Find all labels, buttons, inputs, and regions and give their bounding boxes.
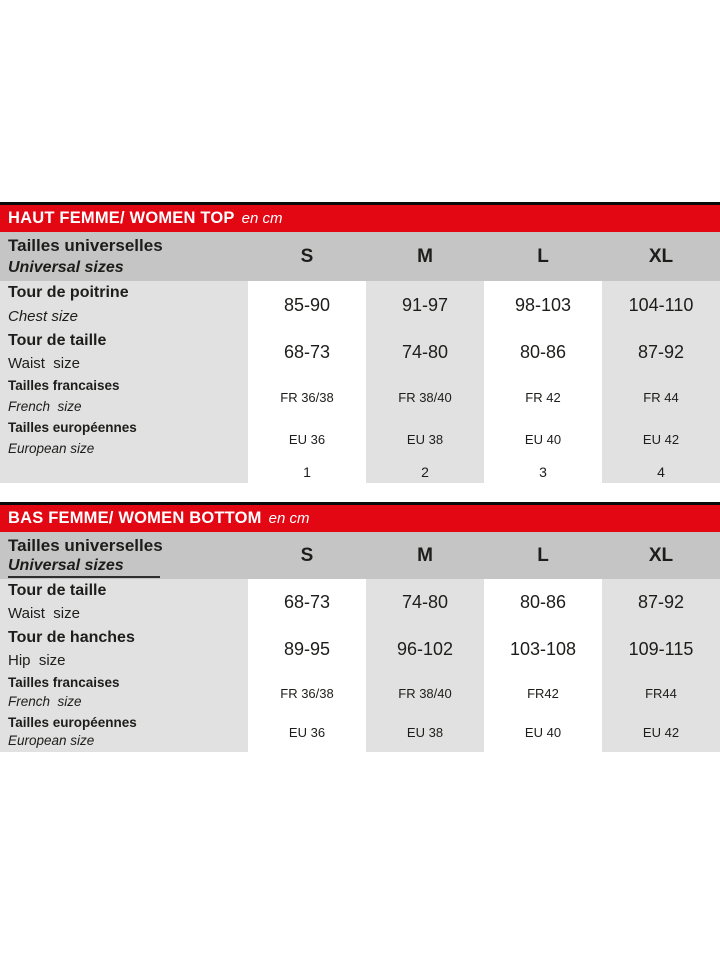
row-label-cell-empty <box>0 460 248 483</box>
size-value-cell: 74-80 <box>366 329 484 376</box>
column-header-s: S <box>300 245 314 267</box>
size-value-cell: 4 <box>602 460 720 483</box>
row-label-fr: Tailles francaises <box>8 378 120 393</box>
table-header-row: Tailles universelles Universal sizes S M… <box>0 232 720 281</box>
row-label-en: European size <box>8 441 95 457</box>
table-top-border <box>0 502 720 505</box>
size-value-cell: EU 38 <box>366 713 484 752</box>
column-header-s: S <box>300 544 314 566</box>
size-value-cell: FR 38/40 <box>366 376 484 418</box>
row-label-fr: Tour de taille <box>8 332 107 349</box>
table-body: Tour de poitrine Chest size 85-90 91-97 … <box>0 281 720 483</box>
table-row-french-size: Tailles francaises French size FR 36/38 … <box>0 673 720 713</box>
row-label-cell: Tailles européennes European size <box>0 713 248 752</box>
column-header-l: L <box>537 245 549 267</box>
column-header-xl: XL <box>648 245 674 267</box>
column-header-m: M <box>417 544 433 566</box>
row-label-cell: Tour de taille Waist size <box>0 579 248 626</box>
table-title-bar: HAUT FEMME/ WOMEN TOP en cm <box>0 205 720 232</box>
row-label-en: Hip size <box>8 652 66 670</box>
size-value-cell: 96-102 <box>366 626 484 673</box>
size-value-cell: FR 36/38 <box>248 673 366 713</box>
size-value-cell: 74-80 <box>366 579 484 626</box>
size-value-cell: FR 42 <box>484 376 602 418</box>
size-value-cell: 87-92 <box>602 579 720 626</box>
row-label-en: French size <box>8 399 82 415</box>
row-label-en: Waist size <box>8 605 80 623</box>
header-label-fr: Tailles universelles <box>8 236 163 255</box>
size-value-cell: 80-86 <box>484 579 602 626</box>
row-label-cell: Tour de poitrine Chest size <box>0 281 248 329</box>
size-value-cell: 68-73 <box>248 329 366 376</box>
size-value-cell: EU 40 <box>484 418 602 460</box>
table-row-european-size: Tailles européennes European size EU 36 … <box>0 418 720 460</box>
size-value-cell: EU 42 <box>602 713 720 752</box>
size-value-cell: FR42 <box>484 673 602 713</box>
header-label-cell: Tailles universelles Universal sizes <box>0 532 248 579</box>
size-value-cell: FR 36/38 <box>248 376 366 418</box>
size-value-cell: 3 <box>484 460 602 483</box>
header-label-fr: Tailles universelles <box>8 536 163 555</box>
table-row-chest: Tour de poitrine Chest size 85-90 91-97 … <box>0 281 720 329</box>
table-header-row: Tailles universelles Universal sizes S M… <box>0 532 720 579</box>
table-row-hip: Tour de hanches Hip size 89-95 96-102 10… <box>0 626 720 673</box>
row-label-fr: Tailles européennes <box>8 420 137 435</box>
row-label-fr: Tour de poitrine <box>8 284 129 301</box>
row-label-fr: Tailles européennes <box>8 715 137 730</box>
table-row-french-size: Tailles francaises French size FR 36/38 … <box>0 376 720 418</box>
size-value-cell: EU 40 <box>484 713 602 752</box>
size-value-cell: FR44 <box>602 673 720 713</box>
row-label-fr: Tour de taille <box>8 582 107 599</box>
size-value-cell: FR 38/40 <box>366 673 484 713</box>
column-header-m: M <box>417 245 433 267</box>
size-value-cell: 80-86 <box>484 329 602 376</box>
row-label-cell: Tailles francaises French size <box>0 376 248 418</box>
size-value-cell: FR 44 <box>602 376 720 418</box>
row-label-cell: Tailles européennes European size <box>0 418 248 460</box>
size-value-cell: EU 42 <box>602 418 720 460</box>
size-table-women-top: HAUT FEMME/ WOMEN TOP en cm Tailles univ… <box>0 202 720 483</box>
table-top-border <box>0 202 720 205</box>
column-header-l: L <box>537 544 549 566</box>
table-title: HAUT FEMME/ WOMEN TOP <box>8 209 235 227</box>
table-row-european-size: Tailles européennes European size EU 36 … <box>0 713 720 752</box>
table-title: BAS FEMME/ WOMEN BOTTOM <box>8 509 262 527</box>
row-label-en: Waist size <box>8 355 80 373</box>
size-value-cell: 1 <box>248 460 366 483</box>
header-label-en: Universal sizes <box>8 259 124 276</box>
row-label-cell: Tour de taille Waist size <box>0 329 248 376</box>
size-value-cell: 85-90 <box>248 281 366 329</box>
row-label-fr: Tailles francaises <box>8 675 120 690</box>
size-value-cell: 89-95 <box>248 626 366 673</box>
size-value-cell: 104-110 <box>602 281 720 329</box>
table-title-bar: BAS FEMME/ WOMEN BOTTOM en cm <box>0 505 720 532</box>
row-label-cell: Tour de hanches Hip size <box>0 626 248 673</box>
column-header-xl: XL <box>648 544 674 566</box>
table-row-waist: Tour de taille Waist size 68-73 74-80 80… <box>0 579 720 626</box>
size-value-cell: EU 38 <box>366 418 484 460</box>
size-value-cell: 98-103 <box>484 281 602 329</box>
row-label-en: French size <box>8 694 82 710</box>
row-label-fr: Tour de hanches <box>8 629 135 646</box>
row-label-en: European size <box>8 733 95 749</box>
unit-label: en cm <box>241 210 283 227</box>
row-label-en: Chest size <box>8 308 79 326</box>
size-value-cell: 87-92 <box>602 329 720 376</box>
size-value-cell: EU 36 <box>248 713 366 752</box>
table-row-waist: Tour de taille Waist size 68-73 74-80 80… <box>0 329 720 376</box>
table-row-size-index: 1 2 3 4 <box>0 460 720 483</box>
table-body: Tour de taille Waist size 68-73 74-80 80… <box>0 579 720 752</box>
size-value-cell: 2 <box>366 460 484 483</box>
size-value-cell: 103-108 <box>484 626 602 673</box>
size-value-cell: 109-115 <box>602 626 720 673</box>
unit-label: en cm <box>268 510 310 527</box>
size-value-cell: 68-73 <box>248 579 366 626</box>
header-label-cell: Tailles universelles Universal sizes <box>0 232 248 281</box>
size-value-cell: EU 36 <box>248 418 366 460</box>
header-label-en: Universal sizes <box>8 556 160 579</box>
row-label-cell: Tailles francaises French size <box>0 673 248 713</box>
size-table-women-bottom: BAS FEMME/ WOMEN BOTTOM en cm Tailles un… <box>0 502 720 752</box>
size-value-cell: 91-97 <box>366 281 484 329</box>
